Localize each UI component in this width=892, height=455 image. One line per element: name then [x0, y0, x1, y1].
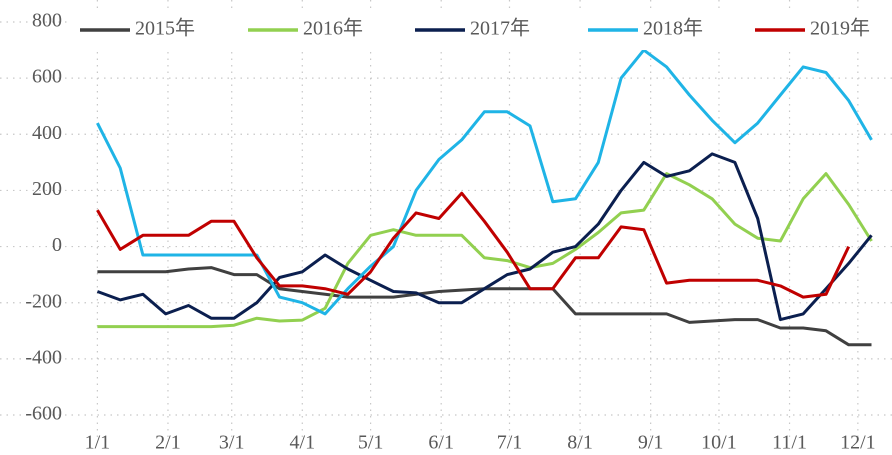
y-tick-label: 0 — [52, 234, 62, 256]
y-tick-label: -200 — [25, 290, 62, 312]
axes: -600 -400 -200 0 200 400 600 800 1/1 2/1 3/1 4/1 5/1… — [25, 10, 875, 454]
y-tick-label: 800 — [32, 10, 62, 32]
legend-label: 2016年 — [303, 17, 363, 40]
x-tick-label: 4/1 — [290, 432, 316, 454]
legend-label: 2017年 — [470, 17, 530, 40]
x-tick-label: 5/1 — [358, 432, 384, 454]
x-tick-label: 9/1 — [638, 432, 664, 454]
x-tick-label: 2/1 — [155, 432, 181, 454]
x-tick-label: 8/1 — [567, 432, 593, 454]
y-tick-label: 200 — [32, 178, 62, 200]
x-tick-label: 7/1 — [497, 432, 523, 454]
legend-label: 2018年 — [643, 17, 703, 40]
series-line — [96, 152, 873, 322]
y-tick-label: 400 — [32, 122, 62, 144]
series-line — [96, 48, 873, 316]
x-tick-label: 1/1 — [85, 432, 111, 454]
series-line — [96, 191, 851, 299]
y-tick-label: 600 — [32, 66, 62, 88]
x-tick-label: 12/1 — [840, 432, 876, 454]
legend: 2015年 2016年 2017年 2018年 2019年 — [70, 10, 892, 50]
lines — [96, 48, 873, 347]
x-tick-label: 10/1 — [701, 432, 737, 454]
series-line — [97, 172, 873, 329]
x-tick-label: 3/1 — [219, 432, 245, 454]
x-tick-label: 6/1 — [428, 432, 454, 454]
legend-label: 2019年 — [810, 17, 870, 40]
y-tick-label: -600 — [25, 403, 62, 425]
legend-label: 2015年 — [135, 17, 195, 40]
y-tick-label: -400 — [25, 346, 62, 368]
x-tick-label: 11/1 — [772, 432, 807, 454]
